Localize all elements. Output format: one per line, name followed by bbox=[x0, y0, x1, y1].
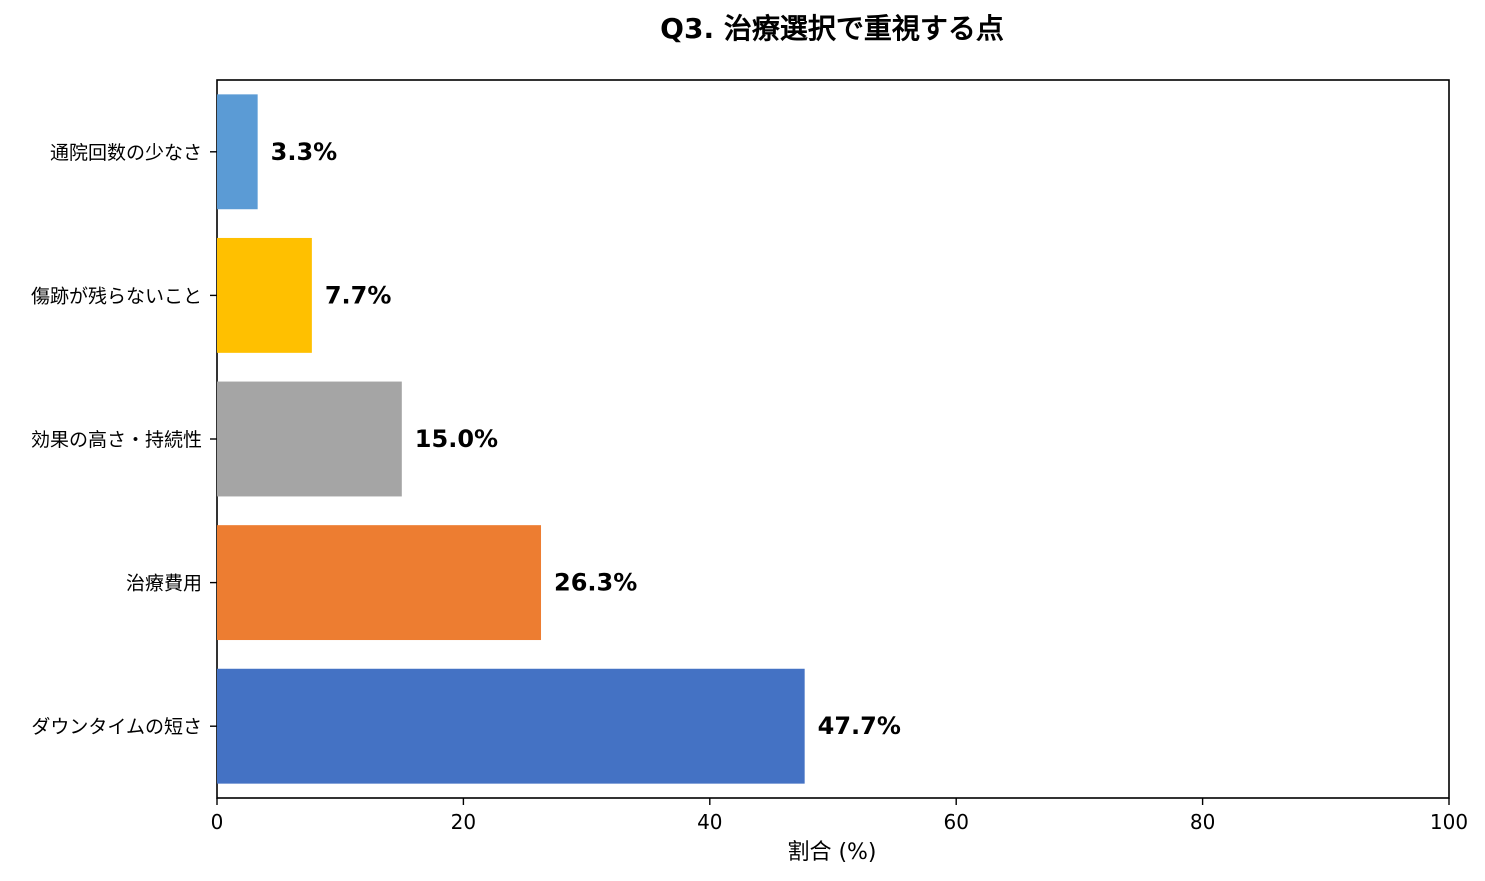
y-tick-label: 傷跡が残らないこと bbox=[31, 285, 202, 307]
bar bbox=[217, 668, 805, 784]
y-tick-label: ダウンタイムの短さ bbox=[31, 716, 202, 738]
x-tick-label: 100 bbox=[1430, 810, 1468, 834]
y-tick-label: 効果の高さ・持続性 bbox=[31, 429, 202, 451]
bar bbox=[217, 525, 542, 641]
value-labels-group: 3.3% 7.7% 15.0% 26.3% 47.7% bbox=[271, 138, 901, 740]
x-tick-label: 20 bbox=[451, 810, 476, 834]
bar-value-label: 15.0% bbox=[415, 425, 498, 453]
bar-value-label: 26.3% bbox=[554, 569, 637, 597]
bars-group bbox=[217, 94, 805, 784]
y-tick-label: 通院回数の少なさ bbox=[50, 142, 202, 164]
y-tick-label: 治療費用 bbox=[126, 573, 202, 595]
chart-title: Q3. 治療選択で重視する点 bbox=[660, 12, 1004, 45]
x-tick-label: 40 bbox=[697, 810, 722, 834]
x-axis: 0 20 40 60 80 100 bbox=[211, 798, 1468, 834]
bar-value-label: 3.3% bbox=[271, 138, 338, 166]
x-tick-label: 60 bbox=[943, 810, 968, 834]
bar-value-label: 47.7% bbox=[818, 712, 901, 740]
bar bbox=[217, 381, 402, 497]
x-tick-label: 0 bbox=[211, 810, 224, 834]
bar bbox=[217, 94, 258, 210]
bar-value-label: 7.7% bbox=[325, 281, 392, 309]
x-tick-label: 80 bbox=[1190, 810, 1215, 834]
bar bbox=[217, 237, 312, 353]
x-axis-title: 割合 (%) bbox=[787, 840, 876, 865]
